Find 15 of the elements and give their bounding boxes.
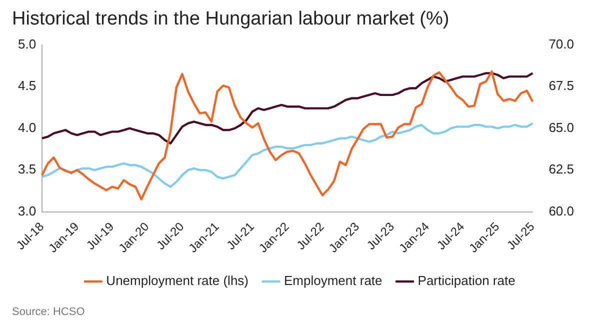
y-tick-label: 5.0 bbox=[18, 36, 36, 52]
chart-title: Historical trends in the Hungarian labour market (%) bbox=[12, 8, 450, 30]
legend-label: Participation rate bbox=[418, 273, 516, 288]
y2-tick-label: 62.5 bbox=[548, 162, 574, 177]
y2-tick-label: 70.0 bbox=[548, 36, 574, 52]
y2-tick-label: 60.0 bbox=[548, 203, 574, 218]
legend-label: Unemployment rate (lhs) bbox=[106, 273, 249, 288]
y-tick-label: 3.0 bbox=[18, 203, 36, 218]
y-tick-label: 4.0 bbox=[18, 120, 36, 135]
y-tick-label: 4.5 bbox=[18, 78, 36, 94]
legend-label: Employment rate bbox=[284, 273, 382, 288]
y2-tick-label: 67.5 bbox=[548, 78, 574, 94]
y2-tick-label: 65.0 bbox=[548, 120, 574, 135]
source-note: Source: HCSO bbox=[12, 306, 86, 318]
y-tick-label: 3.5 bbox=[18, 162, 36, 177]
